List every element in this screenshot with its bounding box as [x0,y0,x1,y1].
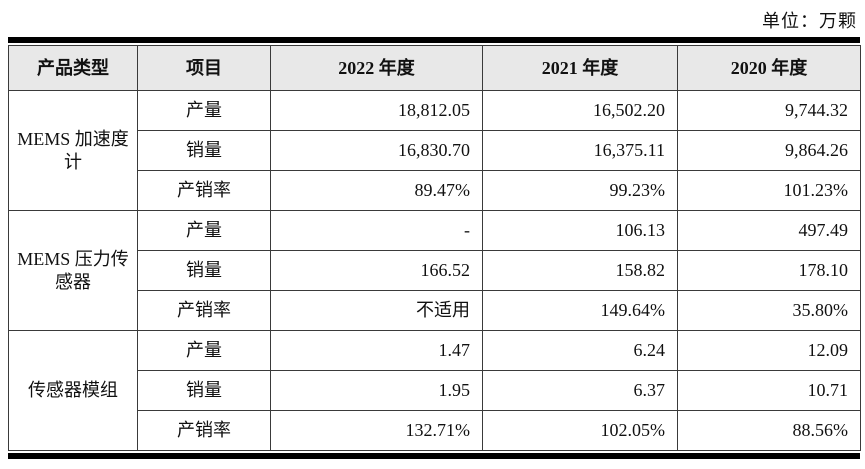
item-cell: 产量 [137,330,271,371]
value-2022-cell: 不适用 [270,290,483,331]
table-row: 产销率 不适用 149.64% 35.80% [9,290,861,331]
table-top-rule [8,37,860,43]
product-type-cell: MEMS 压力传感器 [8,210,138,331]
item-cell: 产销率 [137,290,271,331]
table-row: 销量 166.52 158.82 178.10 [9,250,861,291]
unit-label: 单位：万颗 [762,11,857,31]
table-row: 销量 1.95 6.37 10.71 [9,370,861,411]
value-2022-cell: 16,830.70 [270,130,483,171]
item-cell: 产量 [137,90,271,131]
value-2022-cell: 1.47 [270,330,483,371]
header-year-2021: 2021 年度 [482,45,678,91]
value-2020-cell: 10.71 [677,370,861,411]
value-2022-cell: 166.52 [270,250,483,291]
item-cell: 产销率 [137,410,271,451]
item-cell: 销量 [137,370,271,411]
value-2022-cell: 1.95 [270,370,483,411]
header-year-2020: 2020 年度 [677,45,861,91]
value-2021-cell: 6.24 [482,330,678,371]
value-2020-cell: 178.10 [677,250,861,291]
production-sales-table-wrap: 产品类型 项目 2022 年度 2021 年度 2020 年度 MEMS 加速度… [8,37,861,459]
value-2021-cell: 106.13 [482,210,678,251]
item-cell: 销量 [137,130,271,171]
value-2021-cell: 16,502.20 [482,90,678,131]
table-row: 传感器模组 产量 1.47 6.24 12.09 [8,330,861,451]
header-year-2022: 2022 年度 [270,45,483,91]
header-item: 项目 [137,45,271,91]
value-2021-cell: 6.37 [482,370,678,411]
value-2020-cell: 35.80% [677,290,861,331]
product-type-cell: MEMS 加速度计 [8,90,138,211]
product-type-cell: 传感器模组 [8,330,138,451]
value-2021-cell: 149.64% [482,290,678,331]
item-cell: 产量 [137,210,271,251]
table-bottom-rule [8,453,860,459]
value-2022-cell: 18,812.05 [270,90,483,131]
production-sales-table: 产品类型 项目 2022 年度 2021 年度 2020 年度 MEMS 加速度… [8,45,861,451]
table-row: MEMS 压力传感器 产量 -106.13 497.49 [8,210,861,331]
value-2021-cell: 158.82 [482,250,678,291]
table-row: 产销率 132.71% 102.05% 88.56% [9,410,861,451]
value-2020-cell: 88.56% [677,410,861,451]
value-2021-cell: 16,375.11 [482,130,678,171]
value-2022-cell: - [270,210,483,251]
table-row: MEMS 加速度计 产量 18,812.05 16,502.20 9,744.32 [8,90,861,211]
item-cell: 销量 [137,250,271,291]
value-2020-cell: 101.23% [677,170,861,211]
value-2020-cell: 497.49 [677,210,861,251]
value-2021-cell: 99.23% [482,170,678,211]
table-body: MEMS 加速度计 产量 18,812.05 16,502.20 9,744.32 销量 1… [8,90,861,451]
value-2020-cell: 12.09 [677,330,861,371]
table-row: 产销率 89.47% 99.23% 101.23% [9,170,861,211]
value-2021-cell: 102.05% [482,410,678,451]
value-2022-cell: 132.71% [270,410,483,451]
value-2022-cell: 89.47% [270,170,483,211]
table-row: 销量 16,830.70 16,375.11 9,864.26 [9,130,861,171]
value-2020-cell: 9,744.32 [677,90,861,131]
header-product-type: 产品类型 [8,45,138,91]
value-2020-cell: 9,864.26 [677,130,861,171]
header-row: 产品类型 项目 2022 年度 2021 年度 2020 年度 [8,45,861,91]
item-cell: 产销率 [137,170,271,211]
